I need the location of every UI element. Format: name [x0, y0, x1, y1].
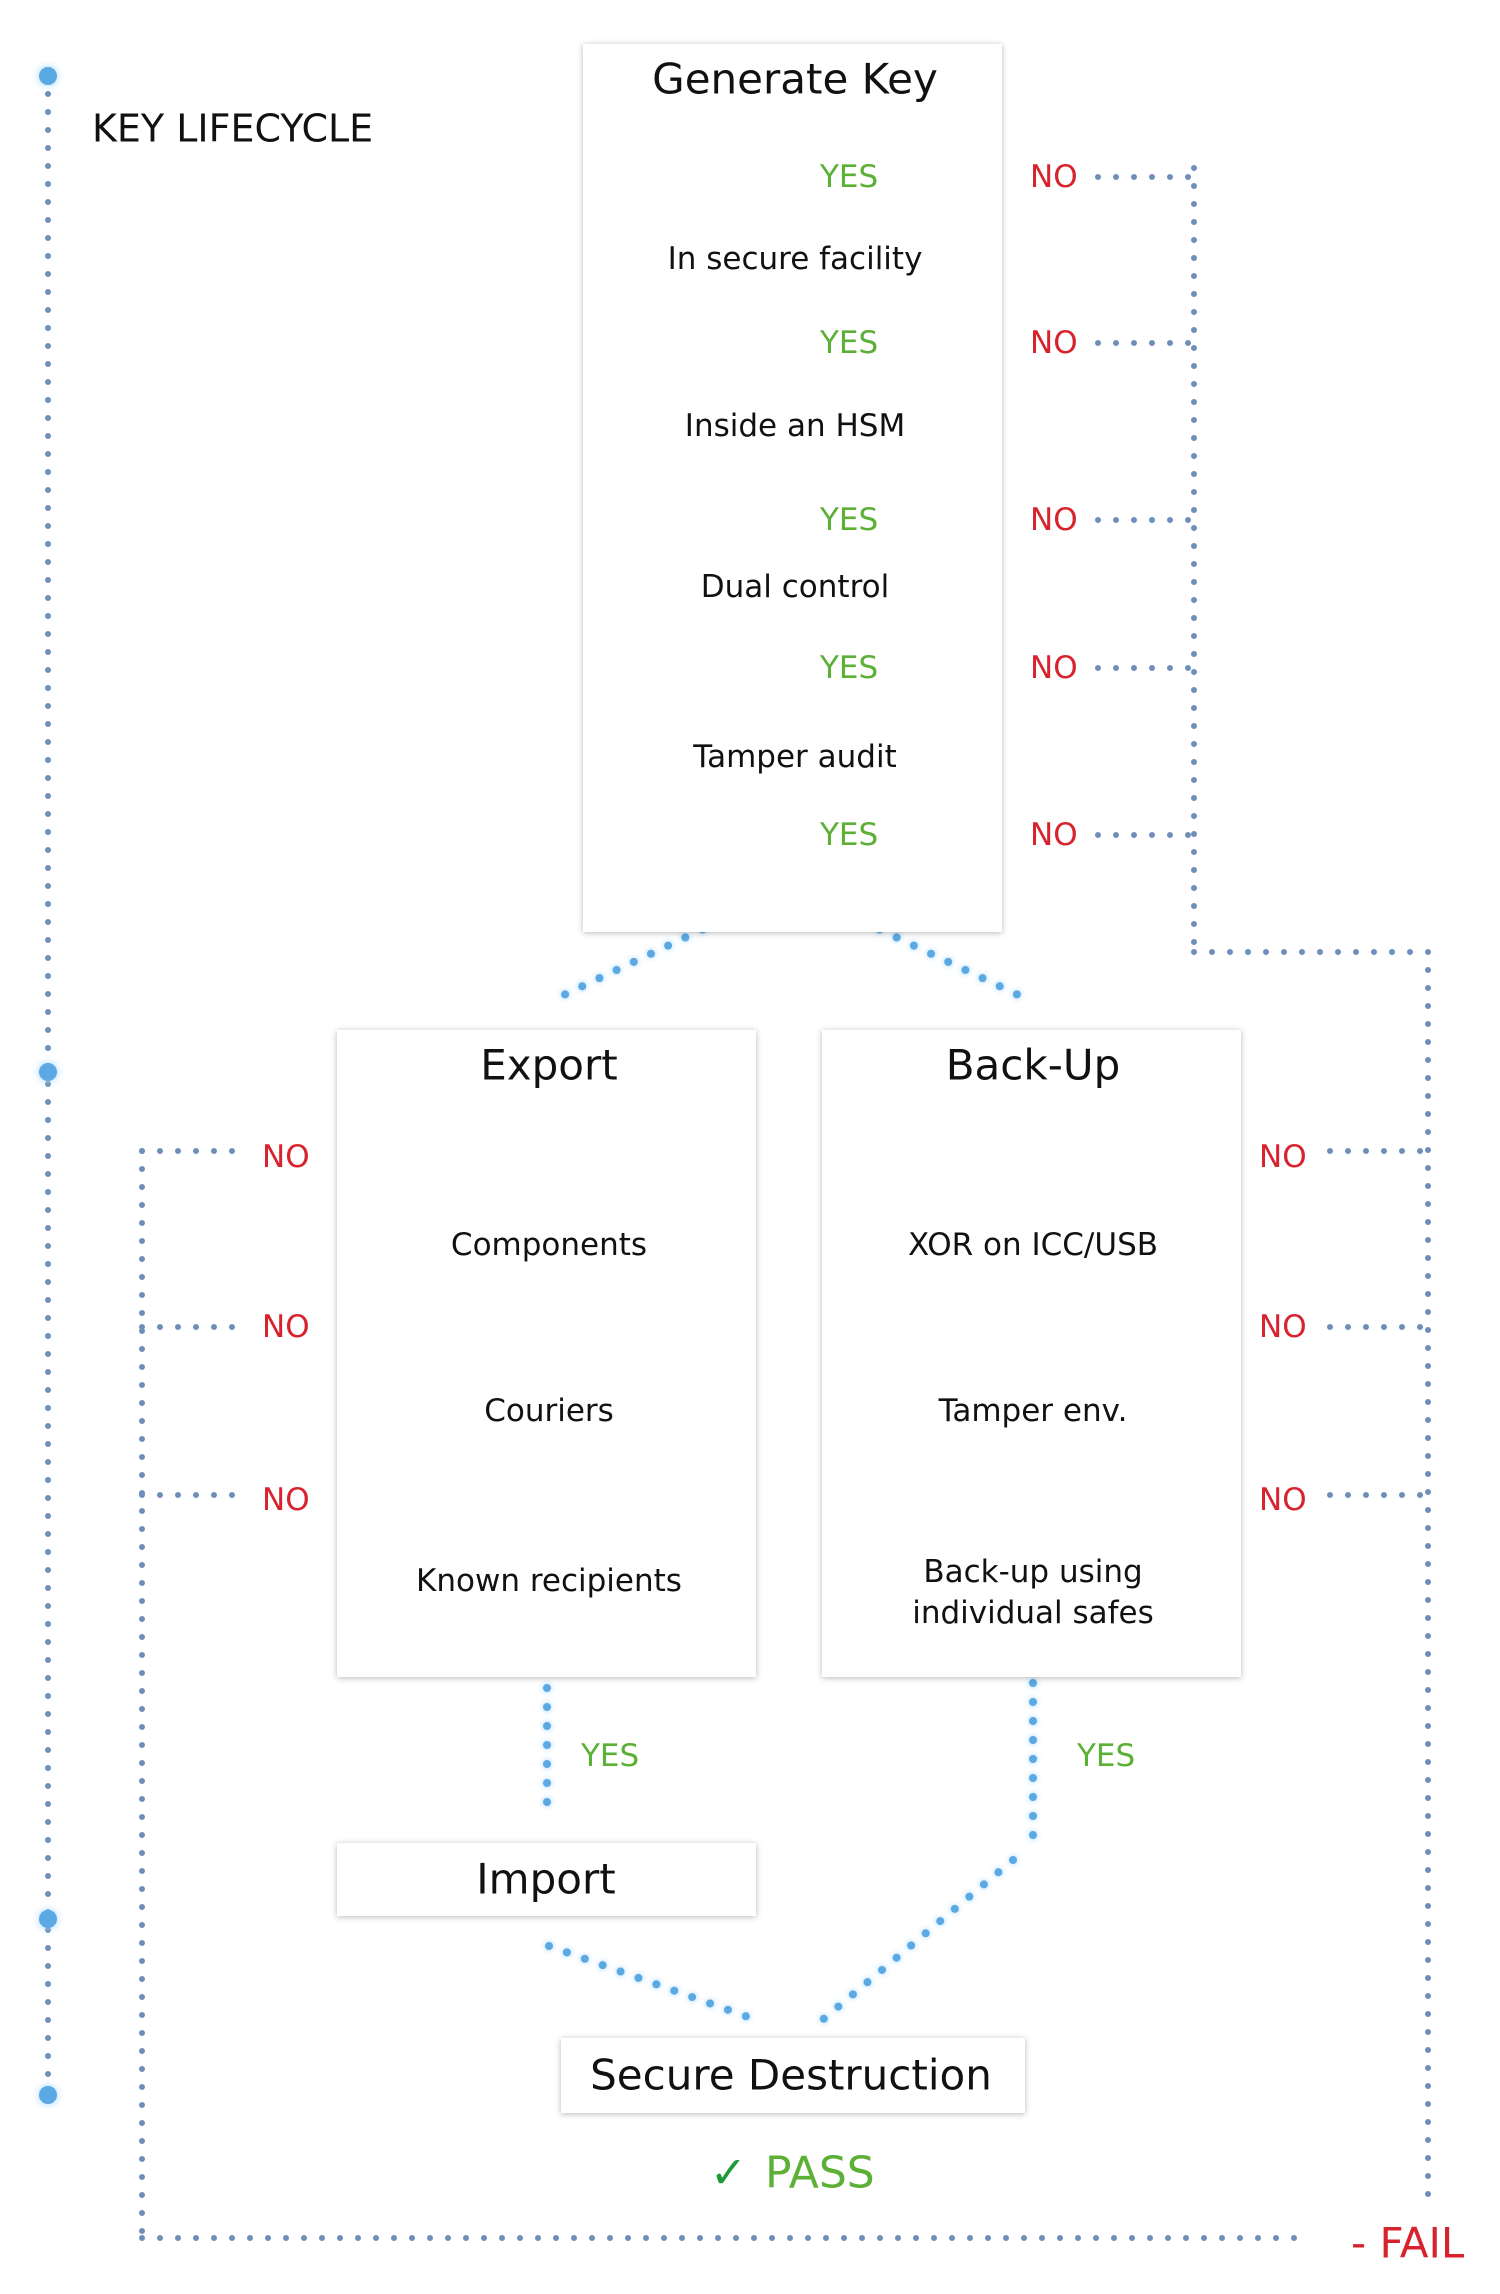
timeline-node	[39, 67, 57, 85]
step-xor: XOR on ICC/USB	[907, 1226, 1159, 1263]
step-tamper-audit: Tamper audit	[693, 738, 897, 775]
generate-key-title: Generate Key	[652, 54, 938, 104]
no-label: NO	[1030, 649, 1078, 686]
no-label: NO	[262, 1481, 310, 1518]
no-label: NO	[262, 1138, 310, 1175]
yes-label: YES	[820, 816, 879, 853]
export-box	[337, 1030, 756, 1677]
no-label: NO	[1259, 1481, 1307, 1518]
import-title: Import	[476, 1854, 616, 1904]
yes-label: YES	[820, 158, 879, 195]
yes-label: YES	[1077, 1737, 1136, 1774]
yes-label: YES	[581, 1737, 640, 1774]
no-label: NO	[1030, 816, 1078, 853]
step-backup-safes-line2: individual safes	[912, 1594, 1154, 1631]
no-label: NO	[1030, 158, 1078, 195]
no-label: NO	[262, 1308, 310, 1345]
no-label: NO	[1259, 1138, 1307, 1175]
yes-label: YES	[820, 649, 879, 686]
yes-label: YES	[820, 501, 879, 538]
diagram-heading: KEY LIFECYCLE	[92, 106, 374, 151]
fail-label: - FAIL	[1351, 2218, 1465, 2268]
import-box	[337, 1843, 756, 1916]
generate-key-box	[583, 44, 1002, 932]
step-couriers: Couriers	[484, 1392, 614, 1429]
step-dual-control: Dual control	[700, 568, 890, 605]
backup-title: Back-Up	[945, 1040, 1121, 1090]
timeline-node	[39, 1063, 57, 1081]
backup-to-destruction-line	[816, 1856, 1017, 2026]
step-backup-safes: Back-up using	[923, 1553, 1143, 1590]
timeline-node	[39, 2086, 57, 2104]
step-tamper-env: Tamper env.	[938, 1392, 1128, 1429]
secure-destruction-title: Secure Destruction	[590, 2050, 992, 2100]
import-to-destruction-line	[545, 1942, 766, 2026]
no-label: NO	[1259, 1308, 1307, 1345]
export-title: Export	[480, 1040, 618, 1090]
secure-destruction-box	[561, 2038, 1025, 2113]
check-icon: ✓	[710, 2147, 747, 2199]
timeline-node	[39, 1910, 57, 1928]
yes-label: YES	[820, 324, 879, 361]
no-label: NO	[1030, 324, 1078, 361]
pass-label: PASS	[765, 2147, 875, 2199]
step-inside-hsm: Inside an HSM	[684, 407, 906, 444]
step-components: Components	[450, 1226, 648, 1263]
no-label: NO	[1030, 501, 1078, 538]
step-secure-facility: In secure facility	[667, 240, 923, 277]
backup-box	[822, 1030, 1241, 1677]
step-known-recipients: Known recipients	[416, 1562, 682, 1599]
